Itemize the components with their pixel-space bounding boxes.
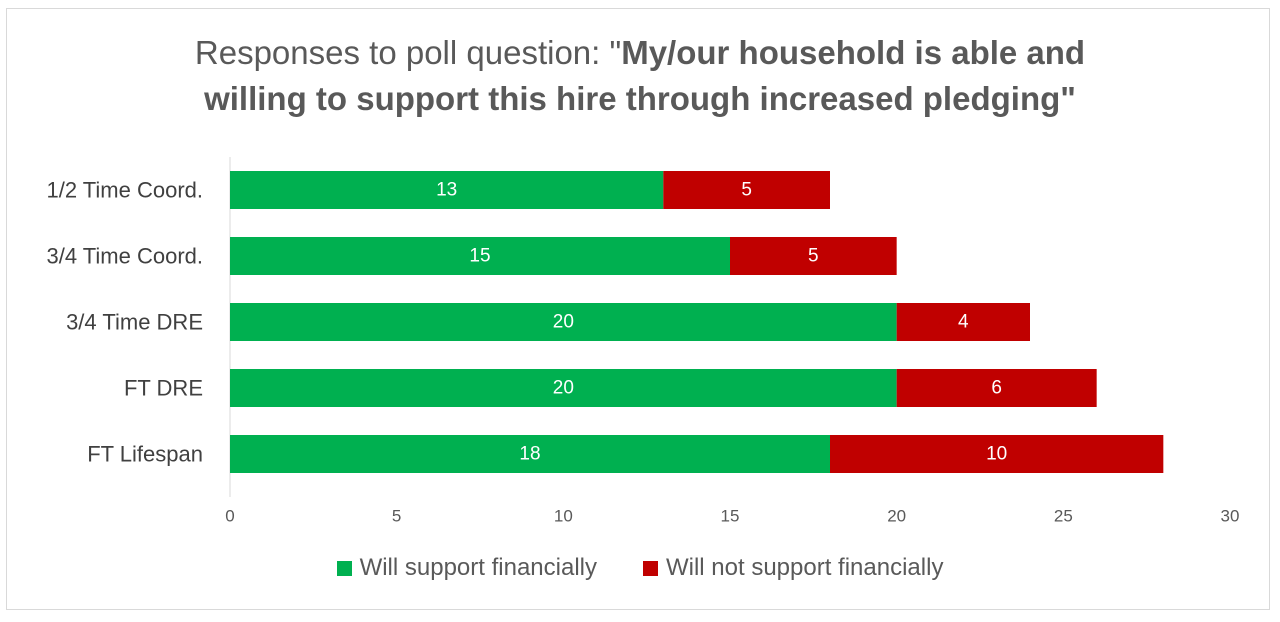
legend: Will support financially Will not support… — [0, 550, 1280, 586]
category-label: 3/4 Time DRE — [66, 310, 203, 335]
bar-support — [230, 171, 664, 209]
chart-title-bold-1: My/our household is able and — [621, 34, 1086, 71]
bar-not-support — [730, 237, 897, 275]
data-label: 13 — [436, 180, 457, 201]
chart-title-line-1: Responses to poll question: "My/our hous… — [0, 30, 1280, 76]
legend-item: Will support financially — [336, 554, 597, 582]
x-tick-label: 0 — [225, 507, 234, 526]
bar-not-support — [896, 369, 1097, 407]
data-label: 20 — [553, 378, 574, 399]
legend-label: Will support financially — [359, 554, 597, 581]
category-label: FT DRE — [124, 376, 203, 401]
chart-title: Responses to poll question: "My/our hous… — [0, 30, 1280, 122]
bar-support — [230, 303, 897, 341]
legend-swatch — [642, 560, 658, 576]
data-label: 5 — [808, 246, 819, 267]
data-label: 6 — [991, 378, 1002, 399]
legend-swatch — [336, 560, 352, 576]
x-tick-label: 15 — [721, 507, 740, 526]
data-label: 5 — [741, 180, 752, 201]
data-label: 18 — [519, 444, 540, 465]
legend-label: Will not support financially — [665, 554, 944, 581]
x-tick-label: 10 — [554, 507, 573, 526]
category-label: FT Lifespan — [87, 442, 203, 467]
bars-group: 13 5 15 5 20 4 20 6 18 10 — [230, 171, 1164, 473]
category-label: 3/4 Time Coord. — [46, 244, 203, 269]
legend-item: Will not support financially — [642, 554, 944, 582]
chart-title-prefix: Responses to poll question: " — [194, 34, 622, 71]
data-label: 4 — [958, 312, 969, 333]
x-tick-label: 20 — [887, 507, 906, 526]
category-labels: 1/2 Time Coord. 3/4 Time Coord. 3/4 Time D… — [46, 178, 203, 467]
chart-title-line-2: willing to support this hire through inc… — [204, 80, 1076, 117]
x-tick-label: 25 — [1054, 507, 1073, 526]
bar-support — [230, 435, 830, 473]
data-label: 15 — [469, 246, 490, 267]
x-tick-label: 30 — [1221, 507, 1240, 526]
bar-not-support — [830, 435, 1164, 473]
bar-not-support — [896, 303, 1030, 341]
data-label: 20 — [553, 312, 574, 333]
bar-not-support — [663, 171, 830, 209]
bar-support — [230, 237, 730, 275]
x-tick-label: 5 — [392, 507, 401, 526]
data-label: 10 — [986, 444, 1007, 465]
x-tick-labels: 0 5 10 15 20 25 30 — [225, 507, 1239, 526]
bar-support — [230, 369, 897, 407]
category-label: 1/2 Time Coord. — [46, 178, 203, 203]
